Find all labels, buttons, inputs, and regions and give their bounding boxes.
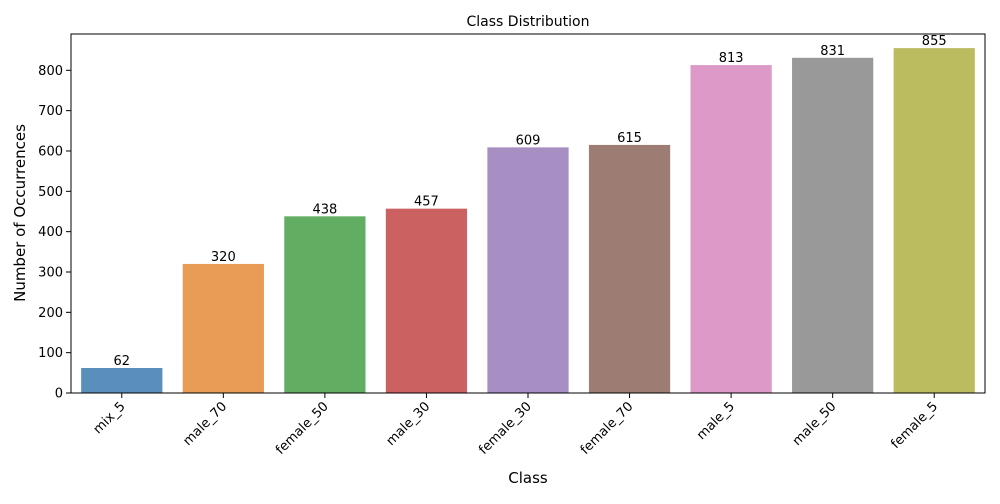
x-tick-label-male_30: male_30 — [384, 399, 434, 449]
bar-male_5 — [690, 65, 772, 394]
y-tick-label-800: 800 — [38, 64, 63, 79]
y-axis-title: Number of Occurrences — [11, 124, 29, 302]
y-tick-label-600: 600 — [38, 144, 63, 159]
data-label-female_50: 438 — [312, 202, 337, 217]
y-tick-label-300: 300 — [38, 265, 63, 280]
bar-female_50 — [284, 216, 366, 393]
bar-female_70 — [588, 144, 671, 393]
x-tick-label-female_5: female_5 — [888, 399, 941, 452]
x-tick-label-female_70: female_70 — [578, 399, 637, 458]
bar-male_30 — [385, 208, 468, 393]
x-tick-label-female_30: female_30 — [476, 399, 535, 458]
y-axis: 0 100 200 300 400 500 600 700 800 — [38, 64, 71, 402]
y-tick-label-100: 100 — [38, 346, 63, 361]
plot-spines — [70, 33, 986, 394]
x-tick-label-male_50: male_50 — [790, 399, 840, 449]
x-axis-title: Class — [508, 469, 548, 487]
bar-male_70 — [182, 263, 264, 393]
y-tick-label-700: 700 — [38, 104, 63, 119]
y-tick-label-500: 500 — [38, 185, 63, 200]
y-tick-label-0: 0 — [55, 387, 63, 402]
bar-female_5 — [893, 48, 975, 393]
data-label-female_30: 609 — [516, 133, 541, 148]
data-label-male_5: 813 — [719, 51, 744, 66]
data-label-male_30: 457 — [414, 195, 439, 210]
bar-mix_5 — [81, 367, 163, 393]
data-label-male_70: 320 — [211, 250, 236, 265]
bar-male_50 — [792, 57, 874, 393]
data-label-female_70: 615 — [617, 131, 642, 146]
y-tick-label-200: 200 — [38, 306, 63, 321]
x-tick-label-mix_5: mix_5 — [91, 399, 129, 437]
x-tick-label-male_5: male_5 — [694, 399, 738, 443]
x-tick-label-female_50: female_50 — [273, 399, 332, 458]
data-labels-layer: 62 320 438 457 609 615 813 831 855 — [114, 34, 947, 369]
y-tick-label-400: 400 — [38, 225, 63, 240]
plot-frame — [70, 33, 986, 394]
data-label-female_5: 855 — [922, 34, 947, 49]
data-label-mix_5: 62 — [114, 354, 131, 369]
bar-female_30 — [487, 147, 569, 393]
chart-title: Class Distribution — [467, 14, 590, 30]
bars-layer — [81, 48, 975, 394]
x-axis: mix_5 male_70 female_50 male_30 female_30 fem… — [91, 393, 941, 458]
x-tick-label-male_70: male_70 — [180, 399, 230, 449]
data-label-male_50: 831 — [820, 44, 845, 59]
